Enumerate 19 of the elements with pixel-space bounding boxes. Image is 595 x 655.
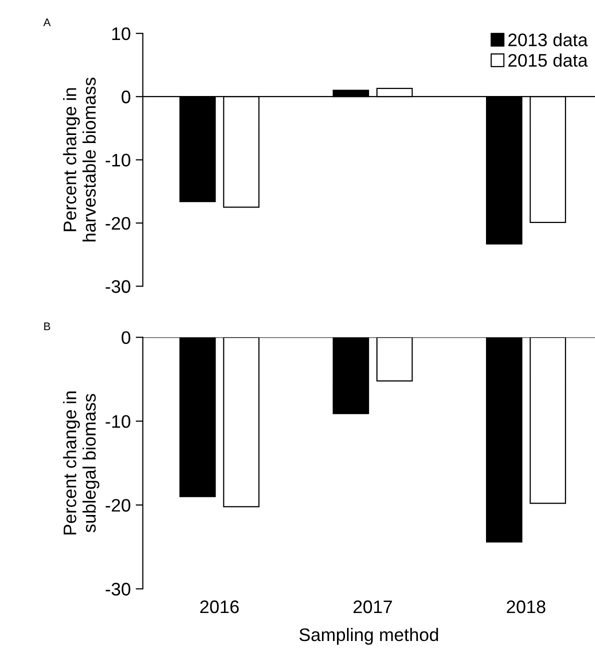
y-tick-label: 0 <box>122 331 130 344</box>
x-tick-label: 2016 <box>200 600 239 614</box>
y-tick-label: -30 <box>106 582 130 596</box>
text: A <box>43 18 51 26</box>
y-tick-label: 10 <box>112 27 130 40</box>
legend-label: 2013 data <box>508 33 588 46</box>
legend-label: 2015 data <box>508 53 588 67</box>
y-axis-title: Percent change in harvestable biomass <box>63 78 96 242</box>
y-tick-label: -10 <box>106 415 130 428</box>
x-tick-label: 2018 <box>506 600 546 614</box>
y-tick-label: -30 <box>106 280 130 293</box>
y-axis-title: Percent change in sublegal biomass <box>63 391 100 534</box>
y-tick-label: -20 <box>106 216 130 230</box>
x-tick-label: 2017 <box>354 600 392 614</box>
y-tick-label: -20 <box>106 498 130 512</box>
x-axis-title: Sampling method <box>299 628 438 645</box>
text: B <box>44 322 50 330</box>
y-tick-label: -10 <box>106 154 130 167</box>
y-tick-label: 0 <box>122 90 130 104</box>
